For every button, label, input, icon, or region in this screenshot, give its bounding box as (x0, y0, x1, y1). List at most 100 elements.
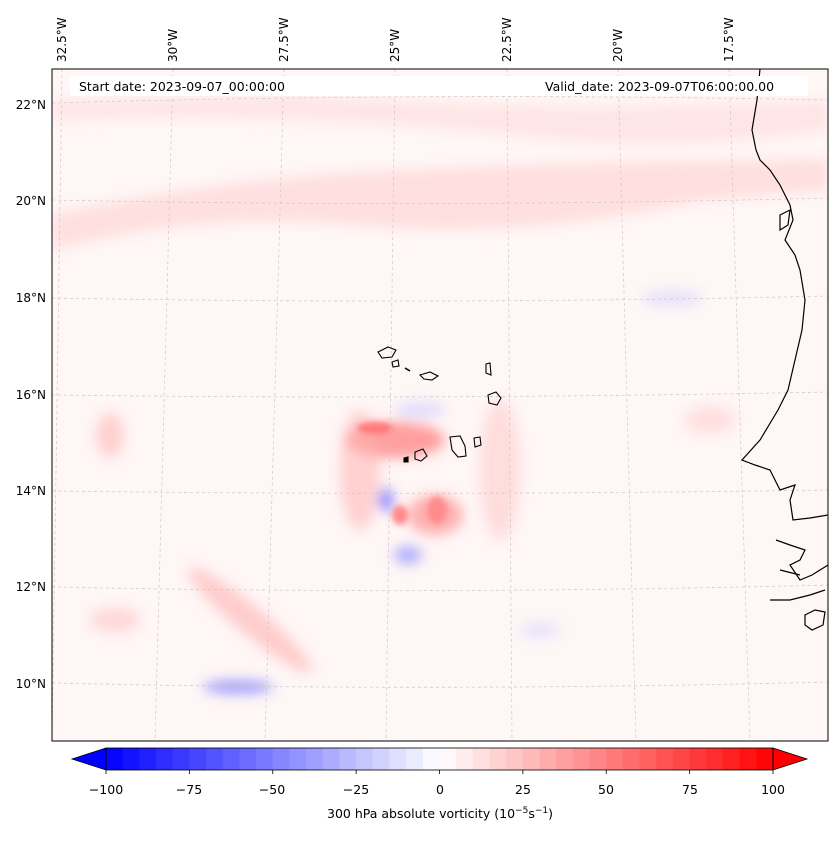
island-sal (485, 362, 492, 376)
lon-label-20w: 20°W (611, 28, 625, 62)
colorbar-tick-label: 25 (515, 782, 531, 797)
colorbar-tick-label: −100 (88, 782, 124, 797)
colorbar-segment (672, 748, 691, 770)
colorbar-segment (739, 748, 757, 770)
island-fogo (414, 448, 428, 462)
island-sao-nicolau (418, 371, 440, 381)
colorbar-tick-label: 75 (682, 782, 698, 797)
colorbar-segment (472, 748, 491, 770)
island-santiago (449, 435, 467, 458)
colorbar-segment (456, 748, 474, 770)
colorbar-label-exp1: −5 (515, 806, 529, 816)
vorticity-east-blob (685, 406, 735, 434)
colorbar-segment (639, 748, 657, 770)
vorticity-field (52, 95, 828, 694)
vorticity-low-5 (642, 290, 702, 306)
colorbar-extend-min (70, 747, 107, 771)
colorbar-tick-label: −50 (258, 782, 286, 797)
coastline (740, 69, 828, 631)
map-frame (51, 68, 829, 742)
colorbar-segment (606, 748, 624, 770)
colorbar-segment (539, 748, 557, 770)
vorticity-peak-1 (357, 422, 393, 434)
vorticity-peak-2 (392, 505, 408, 525)
island-boa-vista (487, 391, 502, 406)
header-strip (70, 76, 808, 96)
start-date-label: Start date: 2023-09-07_00:00:00 (79, 79, 285, 94)
colorbar-label-text: 300 hPa absolute vorticity (10 (326, 806, 516, 822)
lon-label-17-5w: 17.5°W (722, 17, 736, 62)
vorticity-band-top (52, 95, 828, 144)
lat-label-14n: 14°N (15, 484, 46, 498)
colorbar-segment (139, 748, 157, 770)
lat-label-18n: 18°N (15, 291, 46, 305)
lat-label-16n: 16°N (15, 388, 46, 402)
vorticity-west-blob (96, 413, 124, 457)
lat-label-12n: 12°N (15, 580, 46, 594)
lon-label-25w: 25°W (388, 28, 402, 62)
colorbar-segment (322, 748, 340, 770)
vorticity-low-4 (395, 402, 445, 418)
vorticity-low-2 (394, 546, 422, 564)
colorbar-segment (506, 748, 524, 770)
colorbar-segment (356, 748, 374, 770)
cabo-verde-islands (377, 346, 502, 463)
lat-label-22n: 22°N (15, 98, 46, 112)
lon-label-32-5w: 32.5°W (55, 17, 69, 62)
colorbar-segment (106, 748, 124, 770)
colorbar-segment (339, 748, 357, 770)
colorbar-segment (556, 748, 574, 770)
colorbar-segment (289, 748, 307, 770)
colorbar-segment (622, 748, 641, 770)
colorbar-segment (122, 748, 140, 770)
lat-label-10n: 10°N (15, 677, 46, 691)
lon-label-30w: 30°W (166, 28, 180, 62)
colorbar-segment (656, 748, 674, 770)
vorticity-west-blob-2 (90, 608, 140, 632)
vorticity-ring-east (480, 400, 520, 540)
colorbar-label-end: ) (548, 806, 554, 822)
colorbar-segment (272, 748, 290, 770)
colorbar-segment (372, 748, 390, 770)
island-brava (403, 456, 409, 463)
colorbar-segment (156, 748, 174, 770)
colorbar-segment (389, 748, 407, 770)
colorbar-label-unit: s (528, 806, 535, 822)
colorbar-segment (172, 748, 190, 770)
colorbar-tick-label: 100 (761, 782, 785, 797)
vorticity-low-3 (379, 488, 393, 512)
colorbar-segment (722, 748, 741, 770)
colorbar-extend-max (772, 747, 809, 771)
colorbar-segment (689, 748, 707, 770)
colorbar (70, 747, 809, 774)
colorbar-segment (706, 748, 724, 770)
colorbar-segment (406, 748, 424, 770)
vorticity-ring-west (340, 410, 380, 530)
colorbar-segment (439, 748, 457, 770)
colorbar-tick-label: 50 (598, 782, 614, 797)
colorbar-tick-label: −75 (175, 782, 203, 797)
colorbar-label-exp2: −1 (534, 806, 549, 816)
colorbar-segment (222, 748, 240, 770)
lat-label-20n: 20°N (15, 194, 46, 208)
colorbar-segment (572, 748, 591, 770)
vorticity-band-north (52, 160, 828, 250)
colorbar-tick-label: −25 (342, 782, 370, 797)
vorticity-peak-3 (427, 496, 447, 524)
vorticity-southwest-streak (188, 567, 312, 673)
colorbar-segment (522, 748, 541, 770)
colorbar-tick-label: 0 (436, 782, 444, 797)
vorticity-low-6 (520, 622, 560, 638)
colorbar-segment (189, 748, 207, 770)
colorbar-segment (256, 748, 274, 770)
valid-date-label: Valid_date: 2023-09-07T06:00:00.00 (545, 79, 775, 94)
colorbar-segment (589, 748, 607, 770)
gridlines (52, 69, 828, 741)
colorbar-segment (489, 748, 507, 770)
lon-label-27-5w: 27.5°W (277, 17, 291, 62)
colorbar-segment (206, 748, 224, 770)
island-sao-vicente (391, 359, 400, 368)
island-santo-antao (377, 346, 397, 359)
